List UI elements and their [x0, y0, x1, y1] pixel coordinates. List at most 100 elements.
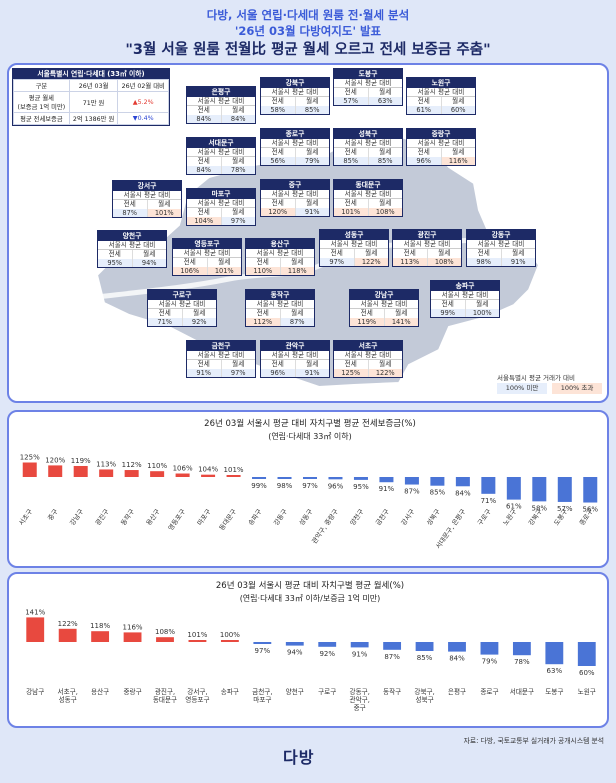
- jeonse-label: 전세: [334, 199, 369, 208]
- data-label: 113%: [96, 460, 116, 468]
- district-label-row: 전세 월세: [334, 88, 402, 97]
- district-box: 종로구 서울시 평균 대비 전세 월세 56% 79%: [260, 128, 330, 166]
- jeonse-label: 전세: [334, 88, 369, 97]
- data-label: 104%: [198, 466, 218, 474]
- jeonse-label: 전세: [261, 148, 296, 157]
- category-label: 강서구, 영등포구: [185, 687, 209, 704]
- jeonse-chart-panel: 26년 03월 서울시 평균 대비 자치구별 평균 전세보증금(%) (연립·다세…: [7, 410, 609, 568]
- district-box: 양천구 서울시 평균 대비 전세 월세 95% 94%: [97, 230, 167, 268]
- summary-r2-label: 평균 전세보증금: [13, 112, 70, 125]
- jeonse-value: 101%: [334, 207, 369, 216]
- data-label: 95%: [353, 483, 369, 491]
- bar: [26, 617, 45, 642]
- wolse-label: 월세: [452, 148, 465, 156]
- category-label: 강남구: [68, 507, 86, 527]
- wolse-label: 월세: [379, 88, 392, 96]
- district-box: 성북구 서울시 평균 대비 전세 월세 85% 85%: [333, 128, 403, 166]
- district-box: 금천구 서울시 평균 대비 전세 월세 91% 97%: [186, 340, 256, 378]
- wolse-label: 월세: [232, 157, 245, 165]
- data-label: 85%: [417, 654, 433, 662]
- district-label-row: 전세 월세: [393, 249, 461, 258]
- wolse-label: 월세: [232, 208, 245, 216]
- bar: [455, 477, 470, 487]
- category-label: 노원구: [578, 687, 596, 696]
- category-label: 중구: [46, 508, 60, 523]
- district-label-row: 전세 월세: [261, 199, 329, 208]
- bar: [506, 477, 521, 500]
- summary-r2-change: ▼0.4%: [117, 112, 169, 125]
- bar: [58, 628, 77, 642]
- district-label-row: 전세 월세: [187, 208, 255, 217]
- category-label: 금천구, 마포구: [252, 687, 272, 704]
- category-label: 중랑구: [123, 688, 141, 696]
- wolse-value: 101%: [147, 208, 181, 217]
- bar: [415, 642, 434, 651]
- district-subtitle: 서울시 평균 대비: [187, 148, 255, 157]
- data-label: 85%: [430, 489, 446, 497]
- bar: [124, 470, 139, 477]
- wolse-label: 월세: [218, 258, 231, 266]
- category-label: 광진구, 동대문구: [153, 687, 177, 704]
- district-label-row: 전세 월세: [467, 249, 535, 258]
- district-subtitle: 서울시 평균 대비: [148, 300, 216, 309]
- district-subtitle: 서울시 평균 대비: [246, 300, 314, 309]
- wolse-value: 141%: [384, 317, 418, 326]
- summary-h-cur: 26년 03월: [68, 79, 119, 92]
- wolse-value: 60%: [441, 105, 475, 114]
- category-label: 금천구: [373, 507, 391, 527]
- category-label: 광진구: [93, 507, 111, 527]
- wolse-label: 월세: [158, 200, 171, 208]
- district-name: 도봉구: [334, 69, 402, 79]
- wolse-value: 78%: [221, 165, 255, 174]
- data-label: 120%: [45, 456, 65, 464]
- district-value-row: 96% 116%: [407, 156, 475, 165]
- category-label: 영등포구: [166, 507, 187, 532]
- district-subtitle: 서울시 평균 대비: [334, 190, 402, 199]
- wolse-value: 118%: [280, 266, 314, 275]
- district-value-row: 58% 85%: [261, 105, 329, 114]
- district-value-row: 87% 101%: [113, 208, 181, 217]
- district-label-row: 전세 월세: [187, 157, 255, 166]
- summary-r2-value: 2억 1386만 원: [68, 112, 119, 125]
- jeonse-value: 110%: [246, 266, 281, 275]
- district-box: 강북구 서울시 평균 대비 전세 월세 58% 85%: [260, 77, 330, 115]
- header-line-1: 다방, 서울 연립·다세대 원룸 전·월세 분석: [206, 8, 410, 22]
- district-name: 마포구: [187, 189, 255, 199]
- wolse-label: 월세: [512, 249, 525, 257]
- wolse-value: 101%: [207, 266, 241, 275]
- district-subtitle: 서울시 평균 대비: [431, 291, 499, 300]
- district-box: 은평구 서울시 평균 대비 전세 월세 84% 84%: [186, 86, 256, 124]
- district-name: 중구: [261, 180, 329, 190]
- jeonse-value: 58%: [261, 105, 296, 114]
- jeonse-value: 71%: [148, 317, 183, 326]
- jeonse-label: 전세: [148, 309, 183, 318]
- data-label: 79%: [482, 658, 498, 666]
- data-label: 97%: [255, 647, 271, 655]
- district-box: 동대문구 서울시 평균 대비 전세 월세 101% 108%: [333, 179, 403, 217]
- data-label: 61%: [506, 503, 522, 511]
- data-label: 101%: [224, 466, 244, 474]
- seoul-summary-table: 서울특별시 연립·다세대 (33㎡ 이하) 구분 26년 03월 26년 02월…: [12, 68, 170, 126]
- bar: [557, 477, 572, 502]
- jeonse-value: 85%: [334, 156, 369, 165]
- jeonse-value: 84%: [187, 165, 222, 174]
- district-box: 마포구 서울시 평균 대비 전세 월세 104% 97%: [186, 188, 256, 226]
- district-name: 금천구: [187, 341, 255, 351]
- jeonse-value: 106%: [173, 266, 208, 275]
- wolse-value: 91%: [295, 207, 329, 216]
- district-value-row: 99% 100%: [431, 308, 499, 317]
- jeonse-value: 97%: [320, 257, 355, 266]
- district-subtitle: 서울시 평균 대비: [187, 97, 255, 106]
- jeonse-value: 125%: [334, 368, 369, 377]
- district-name: 동대문구: [334, 180, 402, 190]
- wolse-label: 월세: [395, 309, 408, 317]
- jeonse-label: 전세: [187, 208, 222, 217]
- wolse-value: 79%: [295, 156, 329, 165]
- category-label: 서초구: [17, 507, 35, 527]
- district-subtitle: 서울시 평균 대비: [246, 249, 314, 258]
- district-label-row: 전세 월세: [173, 258, 241, 267]
- district-value-row: 85% 85%: [334, 156, 402, 165]
- jeonse-label: 전세: [320, 249, 355, 258]
- district-name: 서초구: [334, 341, 402, 351]
- data-label: 92%: [319, 650, 335, 658]
